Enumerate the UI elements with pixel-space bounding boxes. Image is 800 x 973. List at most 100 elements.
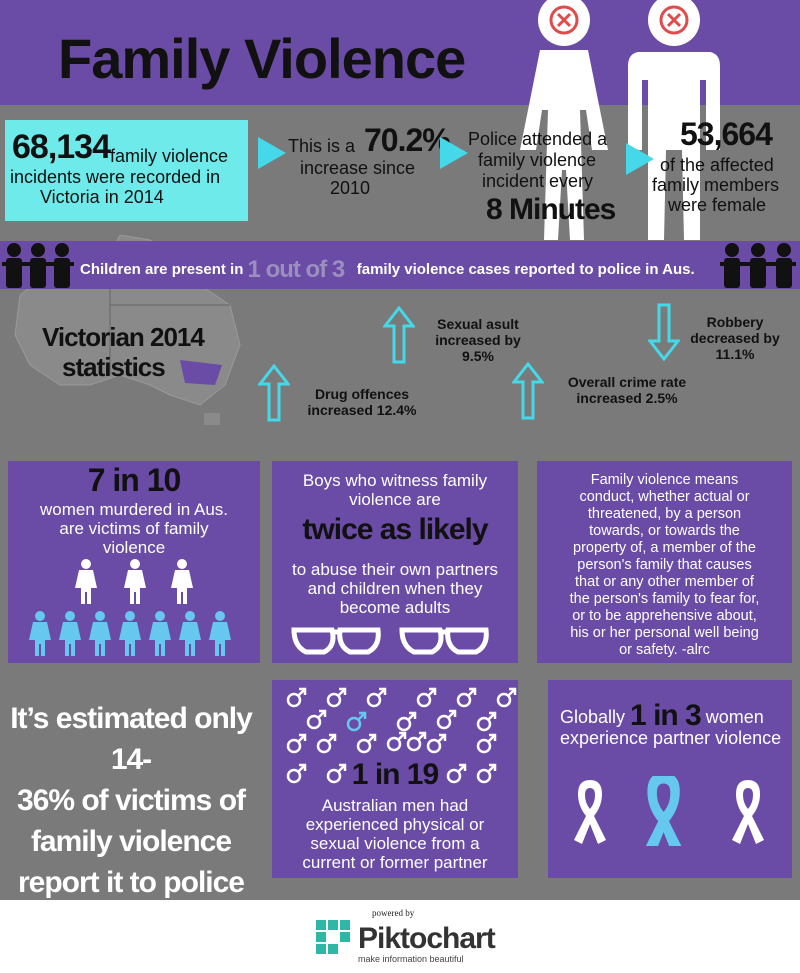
male-symbol-icon bbox=[476, 711, 497, 732]
incidents-text-1: family violence bbox=[110, 146, 229, 166]
definition-panel bbox=[537, 461, 792, 663]
boys-outcome: to abuse their own partners and children… bbox=[266, 560, 524, 617]
children-prefix: Children are present in bbox=[80, 261, 244, 278]
boys-text-5: become adults bbox=[339, 598, 451, 617]
arrow-up-icon bbox=[258, 364, 290, 422]
arrow-right-icon bbox=[258, 137, 286, 169]
men-text-3: sexual violence from a bbox=[310, 834, 480, 853]
children-statement: Children are present in 1 out of 3 famil… bbox=[80, 256, 695, 284]
arrow-up-icon bbox=[512, 362, 544, 420]
male-symbol-icon bbox=[286, 687, 307, 708]
boys-big-stat: twice as likely bbox=[302, 513, 488, 546]
definition-line: towards, or towards the bbox=[589, 523, 740, 539]
children-highlight: 1 out of 3 bbox=[247, 256, 346, 283]
incidents-box bbox=[5, 120, 248, 221]
male-symbol-icon bbox=[326, 687, 347, 708]
police-text-1: Police attended a bbox=[468, 129, 608, 149]
increase-text-1: increase since bbox=[300, 158, 416, 178]
overall-crime-stat: Overall crime rate increased 2.5% bbox=[552, 374, 702, 406]
piktochart-brand[interactable]: Piktochart bbox=[358, 922, 496, 955]
definition-line: person's family that causes bbox=[577, 557, 752, 573]
women-figures-icon bbox=[29, 559, 231, 656]
children-group-icon bbox=[720, 243, 796, 288]
women-text: women murdered in Aus. are victims of fa… bbox=[8, 500, 260, 557]
men-text-2: experienced physical or bbox=[305, 815, 485, 834]
global-big-stat: 1 in 3 bbox=[630, 699, 702, 732]
victorian-title-2: statistics bbox=[62, 352, 166, 382]
men-big-stat: 1 in 19 bbox=[351, 758, 439, 791]
female-text-1: of the affected bbox=[660, 155, 774, 175]
female-number: 53,664 bbox=[680, 116, 773, 152]
definition-line: that or any other member of bbox=[575, 574, 754, 590]
boys-text-3: to abuse their own partners bbox=[291, 560, 498, 579]
police-minutes: 8 Minutes bbox=[486, 193, 616, 226]
increase-text-2: 2010 bbox=[330, 178, 371, 198]
boys-text-2: violence are bbox=[349, 490, 441, 509]
male-symbol-icon bbox=[456, 687, 477, 708]
definition-line: or to be apprehensive about, bbox=[572, 608, 757, 624]
glasses-icon bbox=[291, 627, 489, 655]
awareness-ribbons-icon bbox=[574, 776, 764, 846]
definition-line: threatened, by a person bbox=[587, 506, 742, 522]
male-symbol-icon bbox=[476, 733, 497, 754]
female-text-3: were female bbox=[668, 195, 767, 215]
arrow-down-icon bbox=[648, 303, 680, 361]
couple-figures-icon bbox=[520, 0, 720, 240]
male-symbol-icon bbox=[426, 733, 447, 754]
powered-by-label: powered by bbox=[372, 908, 415, 918]
definition-line: or safety. -alrc bbox=[619, 642, 710, 658]
drug-offences-stat: Drug offences increased 12.4% bbox=[294, 386, 430, 418]
arrow-up-icon bbox=[383, 306, 415, 364]
definition-text: Family violence means conduct, whether ac… bbox=[537, 472, 792, 659]
women-text-3: violence bbox=[102, 538, 166, 557]
male-symbol-icon bbox=[436, 709, 457, 730]
boys-text-1: Boys who witness family bbox=[302, 471, 488, 490]
women-text-2: are victims of family bbox=[59, 519, 209, 538]
global-suffix: women bbox=[705, 707, 764, 727]
robbery-label-2: decreased by bbox=[690, 330, 780, 346]
sexual-assault-stat: Sexual asult increased by 9.5% bbox=[418, 316, 538, 364]
police-text-2: family violence bbox=[478, 150, 597, 170]
definition-line: conduct, whether actual or bbox=[579, 489, 750, 505]
robbery-stat: Robbery decreased by 11.1% bbox=[680, 314, 790, 362]
estimate-line-3: family violence bbox=[30, 825, 232, 858]
sexual-label-2: increased by bbox=[435, 332, 521, 348]
sexual-label-1: Sexual asult bbox=[437, 316, 519, 332]
definition-line: the person's family to fear for, bbox=[569, 591, 760, 607]
drug-label-1: Drug offences bbox=[314, 386, 410, 402]
children-suffix: family violence cases reported to police… bbox=[356, 261, 695, 278]
male-symbol-icon bbox=[476, 763, 497, 784]
male-symbol-icon bbox=[356, 733, 377, 754]
women-text-1: women murdered in Aus. bbox=[39, 500, 229, 519]
incidents-text-3: Victoria in 2014 bbox=[40, 187, 164, 207]
women-big-stat: 7 in 10 bbox=[87, 462, 182, 498]
arrow-right-icon bbox=[626, 143, 654, 175]
men-text: Australian men had experienced physical … bbox=[272, 796, 518, 872]
overall-label-1: Overall crime rate bbox=[567, 374, 687, 390]
increase-percent: 70.2% bbox=[364, 122, 451, 158]
robbery-label-1: Robbery bbox=[706, 314, 764, 330]
piktochart-tagline: make information beautiful bbox=[358, 954, 464, 964]
boys-text-4: and children when they bbox=[307, 579, 483, 598]
definition-line: his or her personal well being bbox=[570, 625, 759, 641]
men-text-1: Australian men had bbox=[321, 796, 469, 815]
global-prefix: Globally bbox=[560, 707, 626, 727]
boys-intro: Boys who witness family violence are bbox=[272, 471, 518, 509]
estimate-line-1: It’s estimated only 14- bbox=[10, 702, 253, 776]
male-symbol-icon bbox=[416, 687, 437, 708]
male-symbol-icon bbox=[446, 763, 467, 784]
overall-label-2: increased 2.5% bbox=[576, 390, 678, 406]
incidents-number: 68,134 bbox=[12, 128, 111, 166]
children-band bbox=[0, 241, 800, 289]
footer bbox=[0, 900, 800, 973]
definition-line: property of, a member of the bbox=[573, 540, 756, 556]
male-symbol-icon bbox=[316, 733, 337, 754]
men-text-4: current or former partner bbox=[302, 853, 488, 872]
global-text-2: experience partner violence bbox=[560, 728, 782, 748]
children-group-icon bbox=[2, 243, 74, 288]
male-symbol-icon bbox=[396, 711, 417, 732]
global-statement: Globally 1 in 3 women bbox=[560, 699, 764, 733]
male-symbol-icon bbox=[366, 687, 387, 708]
drug-label-2: increased 12.4% bbox=[307, 402, 417, 418]
estimate-line-2: 36% of victims of bbox=[16, 784, 246, 817]
